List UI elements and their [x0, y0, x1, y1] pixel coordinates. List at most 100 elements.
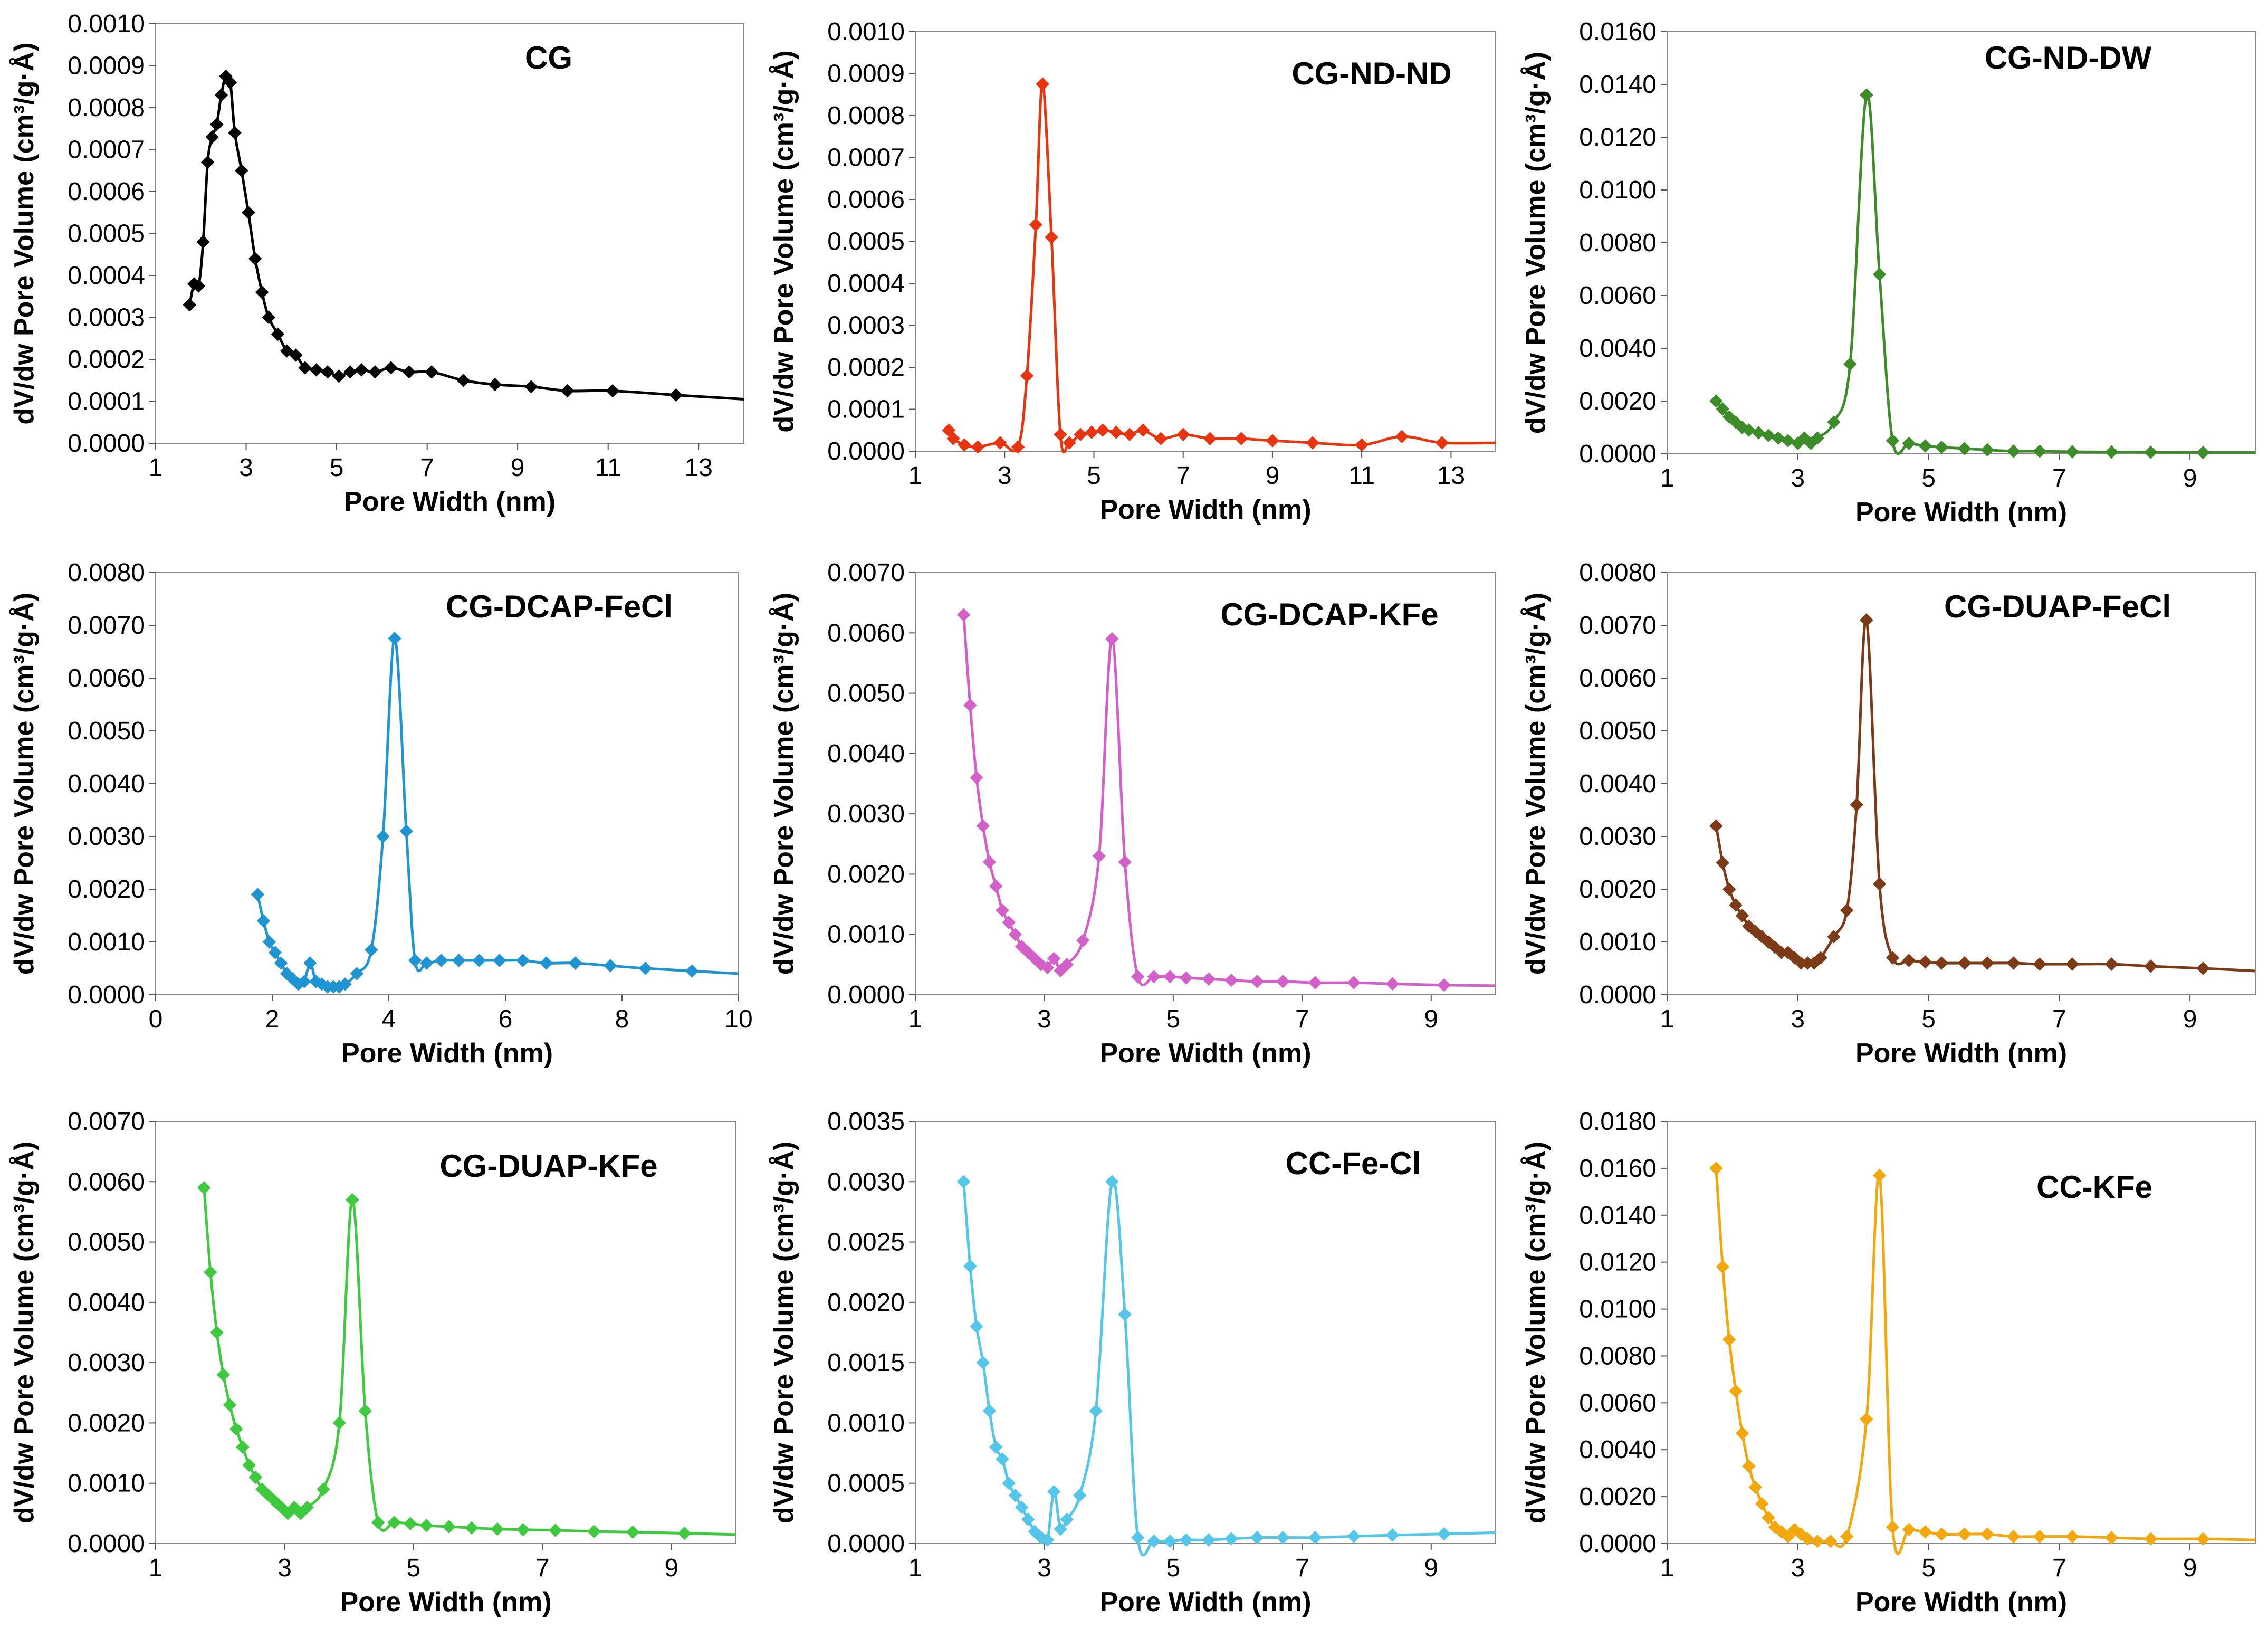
data-point [404, 1517, 417, 1530]
data-point [956, 608, 971, 622]
data-point [387, 1516, 401, 1529]
y-tick-label: 0.0002 [68, 346, 145, 374]
data-point [669, 388, 683, 402]
x-tick-label: 2 [265, 1005, 280, 1033]
data-point [1935, 1527, 1949, 1541]
chart-panel: 0.0000 0.0010 0.0020 0.0030 0.0040 0.0050 0.00… [1520, 559, 2256, 1069]
data-point [216, 1368, 231, 1382]
series-line [962, 1178, 1496, 1557]
x-tick-label: 7 [1295, 1554, 1309, 1582]
data-point [1827, 930, 1841, 944]
data-point [2006, 1529, 2021, 1544]
data-point [229, 1422, 243, 1436]
y-tick-label: 0.0020 [68, 875, 145, 903]
data-point [1902, 1522, 1916, 1537]
data-point [210, 118, 224, 131]
data-point [1850, 798, 1863, 812]
data-point [1276, 1530, 1290, 1545]
chart-title: CC-Fe-Cl [1286, 1146, 1421, 1181]
data-point [638, 961, 652, 975]
chart-title: CG-ND-ND [1291, 56, 1451, 91]
data-point [539, 956, 553, 970]
y-tick-label: 0.0070 [68, 612, 145, 640]
data-point [1163, 970, 1177, 984]
chart-panel: 0.0000 0.0001 0.0002 0.0003 0.0004 0.0005 0.00… [9, 10, 744, 517]
x-axis-label: Pore Width (nm) [1099, 494, 1311, 525]
series-line [962, 614, 1496, 987]
data-point [1250, 1530, 1264, 1545]
data-point [1814, 951, 1827, 965]
data-point [1308, 1530, 1322, 1545]
series-line [1715, 1168, 2256, 1555]
data-point [1752, 426, 1766, 440]
y-tick-label: 0.0008 [68, 94, 145, 122]
data-point [1060, 1512, 1074, 1526]
y-tick-label: 0.0010 [68, 928, 145, 956]
data-point [384, 361, 398, 375]
y-tick-label: 0.0006 [68, 178, 145, 206]
data-point [956, 1175, 971, 1188]
data-point [204, 1265, 217, 1279]
x-axis-label: Pore Width (nm) [1099, 1038, 1311, 1069]
x-tick-label: 8 [615, 1005, 629, 1033]
y-tick-label: 0.0020 [1579, 875, 1657, 903]
data-point [604, 959, 617, 973]
y-tick-label: 0.0180 [1579, 1108, 1657, 1136]
data-point [388, 632, 401, 645]
data-point [1136, 423, 1150, 437]
data-point [2006, 956, 2021, 970]
data-point [1015, 1500, 1029, 1515]
x-tick-label: 9 [1266, 462, 1280, 490]
y-tick-label: 0.0002 [827, 354, 905, 382]
x-axis-label: Pore Width (nm) [1855, 1587, 2067, 1617]
data-point [2104, 957, 2119, 971]
x-tick-label: 9 [1424, 1554, 1438, 1582]
y-tick-label: 0.0009 [827, 60, 905, 88]
data-point [1355, 438, 1369, 452]
data-point [1011, 440, 1025, 454]
y-axis-label: dV/dw Pore Volume (cm³/g·Å) [1520, 593, 1551, 975]
data-point [488, 377, 502, 392]
data-point [2033, 1529, 2046, 1544]
x-axis-label: Pore Width (nm) [1855, 497, 2067, 528]
x-tick-label: 9 [511, 454, 525, 482]
data-point [970, 1319, 983, 1334]
x-tick-label: 7 [2052, 1554, 2066, 1582]
data-point [1886, 1520, 1900, 1534]
data-point [1729, 898, 1743, 912]
data-point [1709, 819, 1723, 833]
y-tick-label: 0.0035 [827, 1108, 905, 1136]
y-tick-label: 0.0060 [827, 619, 905, 647]
data-point [402, 365, 416, 379]
data-point [355, 363, 368, 377]
data-point [1276, 975, 1290, 988]
data-point [1918, 1525, 1932, 1539]
y-tick-label: 0.0050 [68, 1229, 145, 1256]
data-point [456, 374, 470, 387]
data-point [1781, 1529, 1795, 1544]
data-point [1801, 1532, 1815, 1546]
data-point [268, 946, 282, 959]
data-point [1224, 1532, 1238, 1546]
data-point [1105, 632, 1119, 646]
y-tick-label: 0.0140 [1579, 71, 1657, 99]
data-point [1040, 960, 1055, 975]
data-point [1742, 1459, 1756, 1473]
chart-panel: 0.0000 0.0010 0.0020 0.0030 0.0040 0.0050 0.00… [769, 559, 1496, 1069]
data-point [1385, 977, 1400, 991]
chart-title: CG-DCAP-FeCl [446, 589, 673, 624]
data-point [1008, 928, 1022, 941]
data-point [235, 164, 248, 177]
chart-title: CG-DUAP-KFe [439, 1148, 657, 1184]
data-point [1085, 425, 1098, 439]
data-point [1886, 951, 1900, 965]
data-point [274, 956, 288, 970]
x-tick-label: 3 [1037, 1554, 1051, 1582]
data-point [976, 1356, 990, 1369]
chart-title: CC-KFe [2036, 1169, 2152, 1205]
data-point [408, 954, 422, 967]
y-tick-label: 0.0020 [68, 1409, 145, 1437]
data-point [993, 436, 1007, 450]
y-tick-label: 0.0010 [827, 1409, 905, 1437]
